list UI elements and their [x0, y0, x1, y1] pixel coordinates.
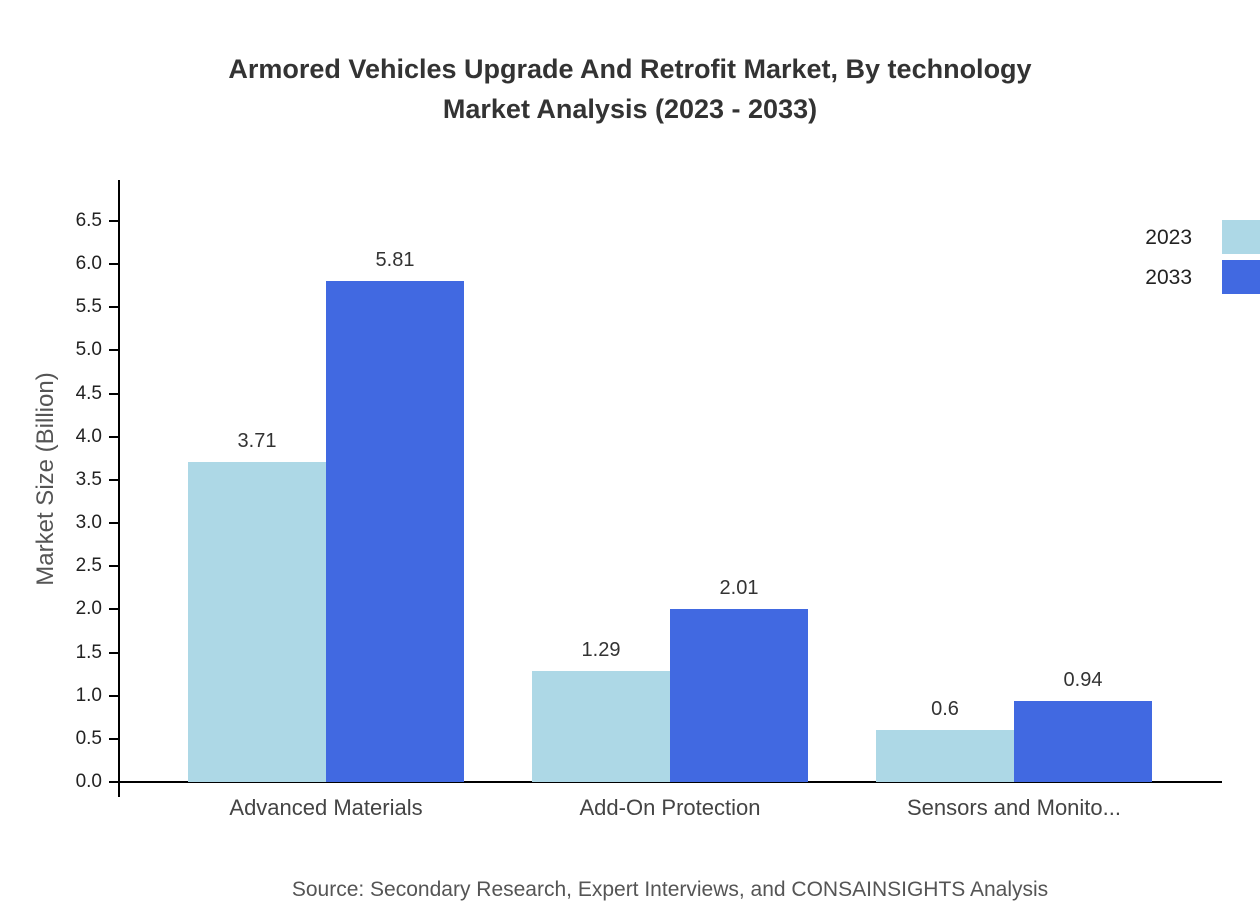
bar-2033	[1014, 701, 1152, 782]
bar-value-label: 0.6	[931, 698, 959, 720]
y-tick-label: 1.0	[75, 684, 102, 706]
bar-value-label: 3.71	[237, 430, 277, 452]
bar-2023	[876, 730, 1014, 782]
y-tick-label: 3.5	[75, 468, 102, 490]
y-tick-label: 4.0	[75, 425, 102, 447]
y-tick-label: 6.5	[75, 209, 102, 231]
bar-2033	[326, 281, 464, 782]
legend-swatch	[1222, 220, 1260, 254]
y-tick	[109, 349, 118, 352]
bar-2023	[188, 462, 326, 782]
y-tick	[109, 694, 118, 697]
y-tick-label: 5.5	[75, 296, 102, 318]
bar-value-label: 2.01	[719, 577, 759, 599]
y-tick-label: 2.5	[75, 555, 102, 577]
y-tick-label: 5.0	[75, 339, 102, 361]
y-tick-label: 3.0	[75, 512, 102, 534]
y-axis-line	[118, 180, 120, 797]
source-text: Source: Secondary Research, Expert Inter…	[291, 878, 1049, 901]
category-label: Sensors and Monito...	[906, 795, 1121, 820]
y-tick-label: 2.0	[75, 598, 102, 620]
y-tick-label: 6.0	[75, 253, 102, 275]
y-tick	[109, 219, 118, 222]
chart-title-line2: Market Analysis (2023 - 2033)	[442, 94, 818, 124]
y-tick-label: 1.5	[75, 641, 102, 663]
bar-value-label: 5.81	[375, 249, 415, 271]
y-tick	[109, 651, 118, 654]
legend-label: 2023	[1145, 226, 1192, 249]
y-tick	[109, 478, 118, 481]
y-tick	[109, 306, 118, 309]
y-tick	[109, 435, 118, 438]
y-tick	[109, 781, 118, 783]
bar-2023	[532, 671, 670, 782]
y-tick	[109, 263, 118, 266]
y-axis-title: Market Size (Billion)	[32, 372, 59, 586]
bar-2033	[670, 609, 808, 782]
category-label: Advanced Materials	[229, 795, 423, 820]
y-tick	[109, 522, 118, 525]
chart-title-line1: Armored Vehicles Upgrade And Retrofit Ma…	[228, 54, 1032, 84]
y-tick-label: 0.0	[75, 771, 102, 792]
y-tick-label: 0.5	[75, 727, 102, 749]
legend-swatch	[1222, 260, 1260, 294]
y-tick	[109, 392, 118, 395]
category-label: Add-On Protection	[579, 795, 761, 820]
y-tick-label: 4.5	[75, 382, 102, 404]
bar-value-label: 0.94	[1063, 669, 1103, 691]
legend-label: 2033	[1145, 266, 1192, 289]
bar-value-label: 1.29	[581, 639, 621, 661]
y-tick	[109, 737, 118, 740]
x-axis-line	[118, 781, 1222, 783]
y-tick	[109, 565, 118, 568]
y-tick	[109, 608, 118, 611]
